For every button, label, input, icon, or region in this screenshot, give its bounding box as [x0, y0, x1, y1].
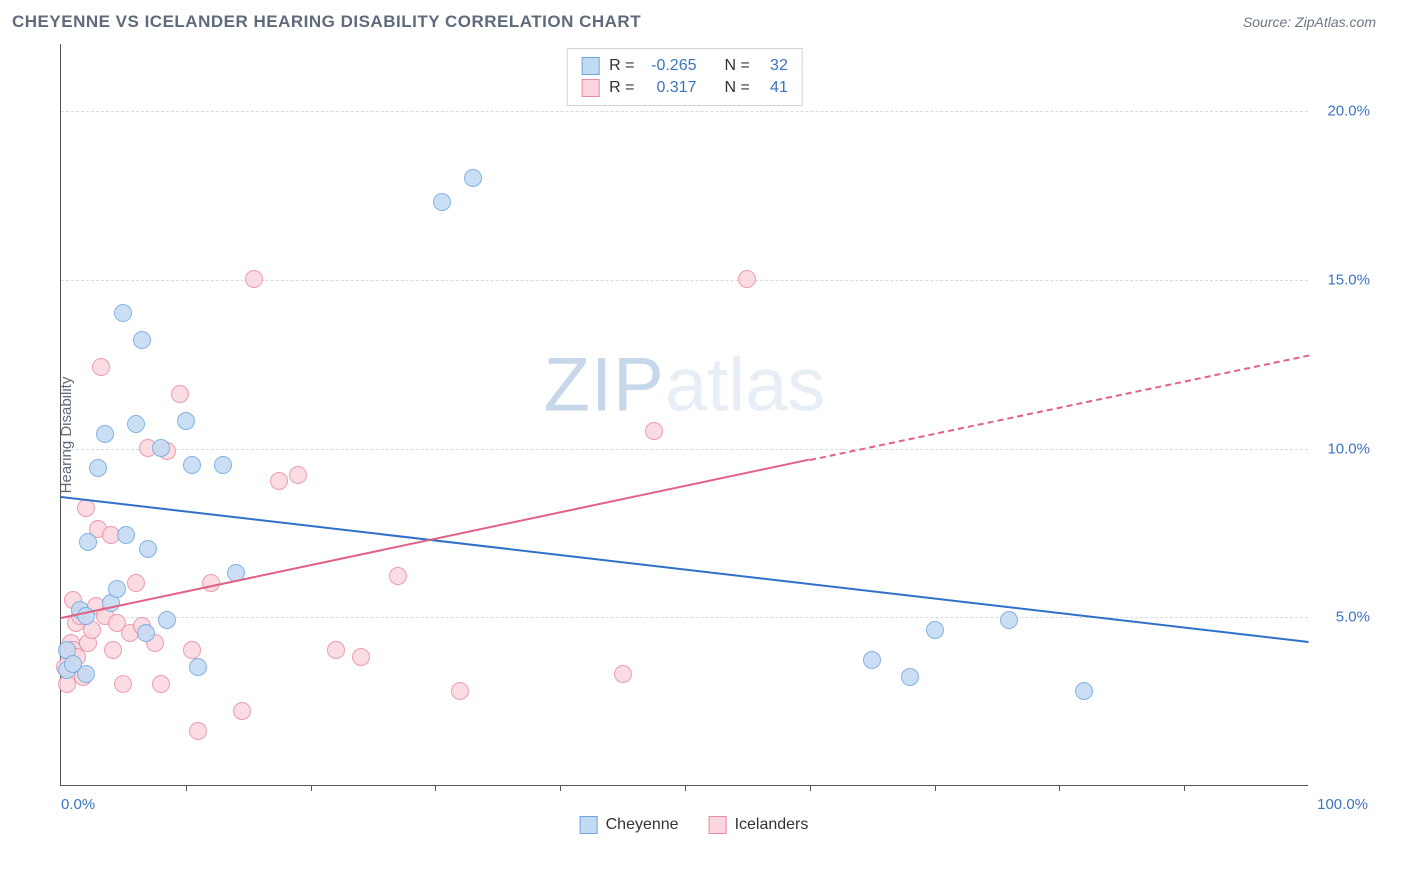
icelanders-point: [233, 702, 251, 720]
legend-r-label: R =: [609, 57, 634, 75]
cheyenne-point: [158, 611, 176, 629]
cheyenne-point: [177, 412, 195, 430]
cheyenne-point: [89, 459, 107, 477]
x-tick: [1184, 785, 1185, 791]
cheyenne-point: [214, 456, 232, 474]
y-tick-label: 20.0%: [1315, 103, 1370, 120]
x-tick: [935, 785, 936, 791]
icelanders-point: [614, 665, 632, 683]
cheyenne-point: [79, 533, 97, 551]
x-tick: [435, 785, 436, 791]
legend-bottom-item: Cheyenne: [580, 816, 679, 834]
cheyenne-point: [1075, 682, 1093, 700]
source-label: Source: ZipAtlas.com: [1243, 14, 1376, 30]
legend-top: R = -0.265 N = 32 R = 0.317 N = 41: [566, 48, 803, 106]
x-tick: [311, 785, 312, 791]
watermark: ZIPatlas: [544, 341, 826, 428]
cheyenne-point: [152, 439, 170, 457]
cheyenne-point: [137, 624, 155, 642]
icelanders-point: [189, 722, 207, 740]
chart-title: CHEYENNE VS ICELANDER HEARING DISABILITY…: [12, 12, 641, 32]
cheyenne-point: [433, 193, 451, 211]
cheyenne-point: [108, 580, 126, 598]
icelanders-point: [77, 499, 95, 517]
icelanders-trend-solid: [61, 459, 810, 619]
legend-swatch: [709, 816, 727, 834]
legend-r-value: -0.265: [645, 57, 697, 75]
legend-swatch: [580, 816, 598, 834]
icelanders-point: [389, 567, 407, 585]
y-tick-label: 10.0%: [1315, 440, 1370, 457]
icelanders-point: [171, 385, 189, 403]
cheyenne-point: [133, 331, 151, 349]
icelanders-point: [451, 682, 469, 700]
cheyenne-point: [189, 658, 207, 676]
x-tick: [1059, 785, 1060, 791]
cheyenne-point: [127, 415, 145, 433]
x-tick: [560, 785, 561, 791]
icelanders-point: [352, 648, 370, 666]
legend-swatch: [581, 57, 599, 75]
legend-n-value: 41: [760, 79, 788, 97]
icelanders-point: [645, 422, 663, 440]
legend-bottom-label: Cheyenne: [606, 816, 679, 834]
cheyenne-point: [863, 651, 881, 669]
plot-area: ZIPatlas R =-0.265N =32R =0.317N =41 5.0…: [60, 44, 1308, 786]
icelanders-point: [245, 270, 263, 288]
y-tick-label: 5.0%: [1315, 609, 1370, 626]
icelanders-point: [114, 675, 132, 693]
cheyenne-point: [183, 456, 201, 474]
legend-bottom-item: Icelanders: [709, 816, 809, 834]
cheyenne-point: [464, 169, 482, 187]
x-end-label: 100.0%: [1317, 796, 1368, 813]
chart-wrap: Hearing Disability ZIPatlas R =-0.265N =…: [12, 44, 1376, 826]
cheyenne-point: [117, 526, 135, 544]
legend-bottom-label: Icelanders: [735, 816, 809, 834]
icelanders-point: [202, 574, 220, 592]
legend-top-row: R = -0.265 N = 32: [581, 55, 788, 77]
icelanders-point: [92, 358, 110, 376]
icelanders-point: [104, 641, 122, 659]
icelanders-point: [270, 472, 288, 490]
gridline: [61, 449, 1308, 450]
x-tick: [186, 785, 187, 791]
legend-bottom: Cheyenne Icelanders: [580, 794, 809, 856]
cheyenne-point: [1000, 611, 1018, 629]
x-start-label: 0.0%: [61, 796, 95, 813]
cheyenne-trend: [61, 496, 1309, 643]
cheyenne-point: [77, 665, 95, 683]
legend-r-value: 0.317: [645, 79, 697, 97]
x-tick: [810, 785, 811, 791]
legend-n-label: N =: [725, 57, 750, 75]
icelanders-point: [183, 641, 201, 659]
icelanders-point: [289, 466, 307, 484]
icelanders-point: [327, 641, 345, 659]
icelanders-point: [738, 270, 756, 288]
x-tick: [685, 785, 686, 791]
icelanders-trend-dashed: [810, 354, 1310, 461]
icelanders-point: [127, 574, 145, 592]
watermark-zip: ZIP: [544, 342, 665, 427]
cheyenne-point: [926, 621, 944, 639]
y-tick-label: 15.0%: [1315, 272, 1370, 289]
cheyenne-point: [901, 668, 919, 686]
legend-n-label: N =: [725, 79, 750, 97]
legend-n-value: 32: [760, 57, 788, 75]
legend-r-label: R =: [609, 79, 634, 97]
legend-top-row: R = 0.317 N = 41: [581, 77, 788, 99]
legend-swatch: [581, 79, 599, 97]
gridline: [61, 111, 1308, 112]
cheyenne-point: [114, 304, 132, 322]
icelanders-point: [152, 675, 170, 693]
cheyenne-point: [96, 425, 114, 443]
cheyenne-point: [139, 540, 157, 558]
watermark-atlas: atlas: [665, 342, 826, 427]
